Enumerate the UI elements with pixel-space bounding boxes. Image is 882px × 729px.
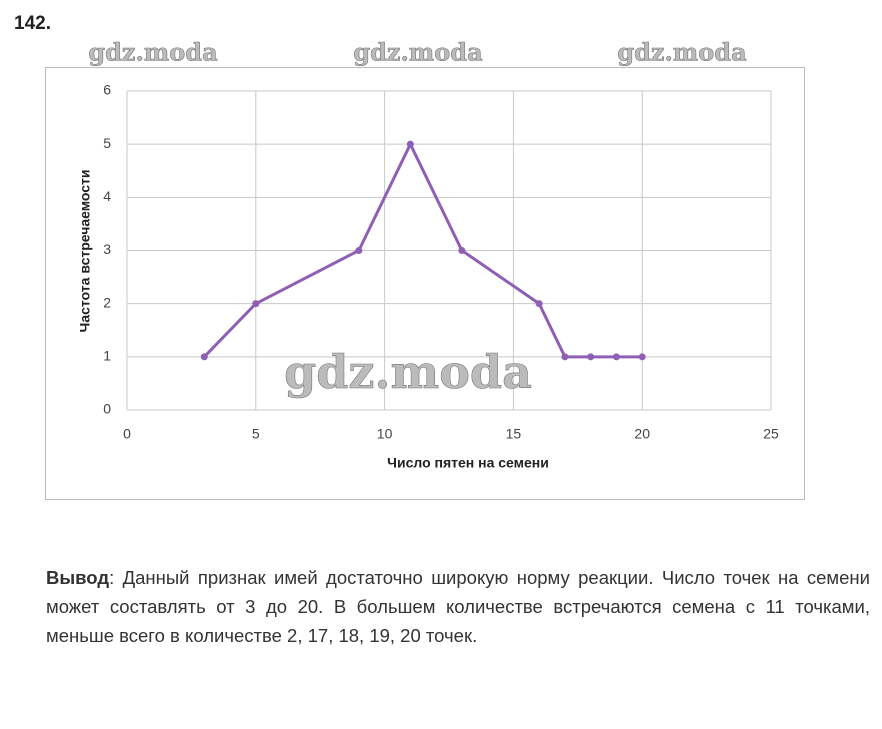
y-tick-label: 6 bbox=[103, 82, 111, 98]
x-tick-label: 25 bbox=[763, 426, 779, 442]
x-tick-label: 15 bbox=[506, 426, 522, 442]
y-tick-label: 2 bbox=[103, 294, 111, 310]
x-tick-label: 5 bbox=[252, 426, 260, 442]
chart-frame bbox=[45, 67, 805, 500]
x-tick-label: 20 bbox=[634, 426, 650, 442]
data-point bbox=[406, 140, 414, 148]
y-tick-label: 3 bbox=[103, 241, 111, 257]
data-point bbox=[587, 353, 595, 361]
conclusion-label: Вывод bbox=[46, 567, 110, 588]
figure: 142. gdz.moda gdz.moda gdz.moda Число пя… bbox=[14, 13, 805, 500]
data-line bbox=[203, 142, 643, 359]
problem-number: 142. bbox=[14, 13, 51, 34]
x-tick-label: 10 bbox=[377, 426, 393, 442]
y-axis-label: Частота встречаемости bbox=[77, 169, 93, 332]
x-axis-label: Число пятен на семени bbox=[387, 455, 549, 471]
conclusion: Вывод: Данный признак имей достаточно ши… bbox=[46, 563, 870, 650]
data-point bbox=[535, 300, 543, 308]
y-tick-label: 5 bbox=[103, 135, 111, 151]
conclusion-text: : Данный признак имей достаточно широкую… bbox=[46, 567, 870, 646]
y-tick-label: 4 bbox=[103, 188, 111, 204]
data-point bbox=[612, 353, 620, 361]
x-tick-label: 0 bbox=[123, 426, 131, 442]
watermark: gdz.moda bbox=[353, 38, 482, 67]
watermark: gdz.moda bbox=[88, 38, 217, 67]
data-point bbox=[200, 353, 208, 361]
data-point bbox=[252, 300, 260, 308]
data-point bbox=[638, 353, 646, 361]
data-point bbox=[355, 247, 363, 254]
y-tick-label: 0 bbox=[103, 401, 111, 417]
watermark: gdz.moda bbox=[617, 38, 746, 67]
data-point bbox=[561, 353, 569, 361]
data-point bbox=[458, 247, 466, 254]
y-tick-label: 1 bbox=[103, 348, 111, 364]
watermark: gdz.moda bbox=[284, 345, 532, 399]
